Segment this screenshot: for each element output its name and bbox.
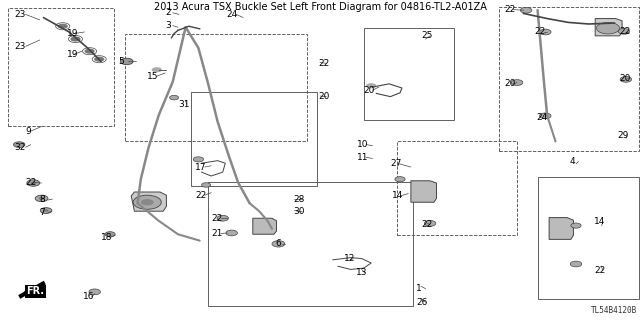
Text: 4: 4 <box>570 157 575 166</box>
Circle shape <box>511 80 523 85</box>
Bar <box>8 8 114 126</box>
Circle shape <box>596 22 620 34</box>
Text: 12: 12 <box>344 254 356 263</box>
Text: 32: 32 <box>14 143 26 152</box>
Text: 22: 22 <box>211 214 223 223</box>
Circle shape <box>226 230 237 236</box>
Circle shape <box>120 58 133 65</box>
Text: 7: 7 <box>40 208 45 217</box>
Bar <box>499 7 639 151</box>
Circle shape <box>202 183 211 187</box>
Circle shape <box>193 157 204 162</box>
Circle shape <box>620 76 632 82</box>
Polygon shape <box>549 218 573 239</box>
Circle shape <box>44 209 49 212</box>
Text: 20: 20 <box>318 92 330 101</box>
Circle shape <box>13 142 25 148</box>
Circle shape <box>70 36 81 42</box>
Bar <box>208 182 413 306</box>
Text: 5: 5 <box>118 57 124 66</box>
Bar <box>364 28 454 120</box>
Circle shape <box>217 215 228 221</box>
Text: 20: 20 <box>364 86 375 95</box>
Circle shape <box>540 29 551 35</box>
Text: 22: 22 <box>195 191 207 200</box>
Circle shape <box>27 180 40 186</box>
Bar <box>538 177 639 299</box>
Text: 28: 28 <box>293 195 305 204</box>
Circle shape <box>571 223 581 228</box>
Text: 2: 2 <box>165 8 171 17</box>
Text: 14: 14 <box>594 217 605 226</box>
Polygon shape <box>253 218 276 234</box>
Text: 13: 13 <box>356 268 367 277</box>
Text: 22: 22 <box>620 28 631 36</box>
Text: 20: 20 <box>504 79 516 88</box>
Circle shape <box>395 177 405 182</box>
Text: 31: 31 <box>178 100 189 109</box>
Text: 30: 30 <box>293 207 305 216</box>
Text: 1: 1 <box>416 284 422 293</box>
Circle shape <box>618 28 630 34</box>
Text: 16: 16 <box>83 292 95 301</box>
Bar <box>125 34 307 141</box>
Circle shape <box>133 195 161 209</box>
Circle shape <box>40 208 52 213</box>
Circle shape <box>272 241 285 247</box>
Text: 18: 18 <box>101 233 113 242</box>
Text: 22: 22 <box>504 5 516 14</box>
Text: 22: 22 <box>318 59 330 68</box>
Circle shape <box>84 49 95 54</box>
Polygon shape <box>411 181 436 202</box>
Bar <box>397 141 517 235</box>
Text: 23: 23 <box>14 10 26 19</box>
Text: 17: 17 <box>195 163 207 172</box>
Circle shape <box>94 57 104 62</box>
Circle shape <box>141 199 154 205</box>
Circle shape <box>38 197 45 200</box>
Circle shape <box>520 7 532 13</box>
Text: 27: 27 <box>390 159 402 168</box>
Text: TL54B4120B: TL54B4120B <box>591 306 637 315</box>
Text: FR.: FR. <box>26 286 44 296</box>
Polygon shape <box>595 19 622 36</box>
Circle shape <box>366 83 376 88</box>
Circle shape <box>58 24 68 29</box>
Circle shape <box>540 113 551 119</box>
Text: 2013 Acura TSX Buckle Set Left Front Diagram for 04816-TL2-A01ZA: 2013 Acura TSX Buckle Set Left Front Dia… <box>154 2 486 12</box>
Text: 10: 10 <box>357 140 369 149</box>
Text: 6: 6 <box>275 239 281 248</box>
Text: 29: 29 <box>618 132 629 140</box>
Circle shape <box>89 289 100 295</box>
Circle shape <box>152 67 162 72</box>
Text: 15: 15 <box>147 72 159 81</box>
Text: 22: 22 <box>594 266 605 275</box>
Text: 11: 11 <box>357 153 369 162</box>
Circle shape <box>35 195 48 202</box>
Bar <box>191 92 317 186</box>
Text: 26: 26 <box>416 298 428 307</box>
Text: 22: 22 <box>534 28 546 36</box>
Circle shape <box>31 181 36 184</box>
Text: 22: 22 <box>26 178 37 187</box>
Text: 22: 22 <box>421 220 433 229</box>
Text: 24: 24 <box>536 113 548 122</box>
Text: 21: 21 <box>211 229 223 238</box>
Text: 19: 19 <box>67 50 79 59</box>
Text: 25: 25 <box>421 31 433 40</box>
Text: 3: 3 <box>165 21 171 30</box>
Circle shape <box>105 232 115 237</box>
Circle shape <box>570 261 582 267</box>
Text: 23: 23 <box>14 42 26 51</box>
Text: 14: 14 <box>392 191 403 200</box>
Text: 19: 19 <box>67 29 79 38</box>
Text: 24: 24 <box>227 10 238 19</box>
Polygon shape <box>131 192 166 211</box>
Circle shape <box>170 95 179 100</box>
Text: 8: 8 <box>40 196 45 204</box>
Text: 9: 9 <box>26 127 31 136</box>
Circle shape <box>424 220 436 226</box>
Text: 20: 20 <box>620 74 631 83</box>
